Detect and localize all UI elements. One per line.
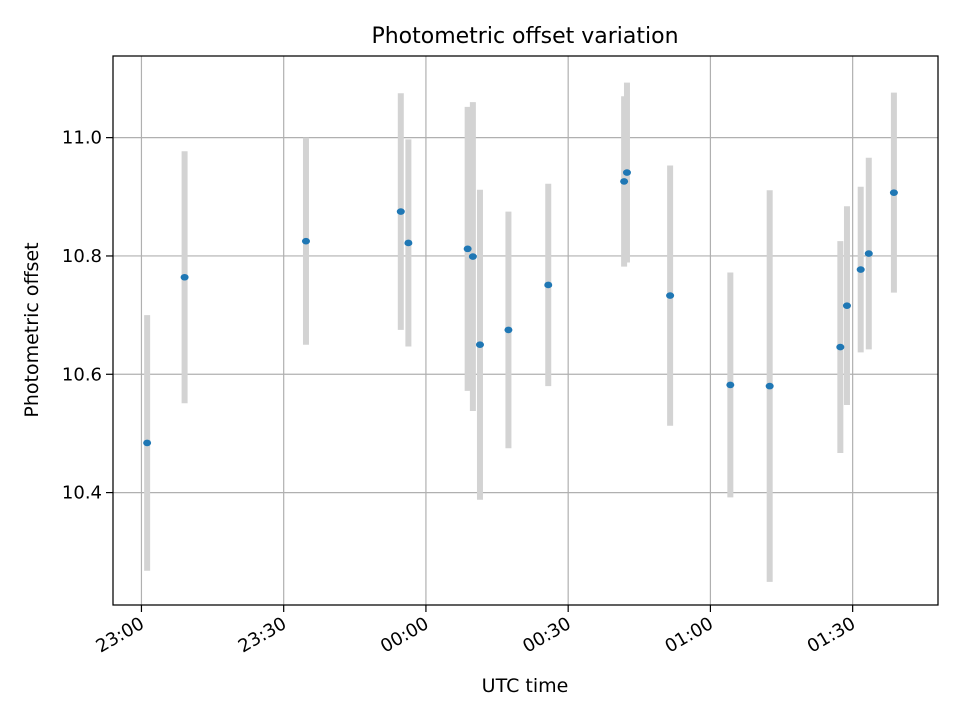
- data-point: [842, 302, 851, 309]
- data-point: [765, 382, 774, 390]
- data-point: [889, 189, 898, 196]
- y-tick-label: 11.0: [62, 128, 102, 149]
- grid: [113, 56, 938, 605]
- error-bars: [144, 82, 897, 582]
- data-point: [404, 239, 413, 247]
- data-point: [544, 281, 553, 289]
- y-tick-label: 10.8: [62, 246, 102, 267]
- data-point: [463, 245, 472, 253]
- data-point: [301, 237, 310, 245]
- data-point: [620, 178, 629, 185]
- x-tick-label: 00:00: [377, 613, 432, 657]
- x-tick-label: 00:30: [519, 613, 574, 657]
- plot-frame: [112, 55, 939, 606]
- x-tick-label: 01:00: [661, 613, 716, 657]
- y-tick-label: 10.6: [62, 364, 102, 385]
- y-axis-ticks: 10.4 10.6 10.8 11.0: [62, 128, 113, 504]
- y-tick-label: 10.4: [62, 483, 102, 504]
- data-point: [856, 266, 865, 273]
- data-points: [143, 169, 898, 447]
- data-point: [504, 326, 513, 334]
- data-point: [180, 273, 189, 281]
- x-tick-label: 01:30: [804, 613, 859, 657]
- x-tick-label: 23:00: [93, 613, 148, 657]
- data-point: [143, 439, 152, 447]
- chart-title: Photometric offset variation: [371, 24, 678, 49]
- data-point: [864, 250, 873, 257]
- data-point: [622, 169, 631, 176]
- data-point: [396, 208, 405, 215]
- data-point: [468, 253, 477, 260]
- x-axis-label: UTC time: [482, 675, 569, 697]
- data-point: [475, 341, 484, 348]
- x-tick-label: 23:30: [235, 613, 290, 657]
- data-point: [666, 292, 675, 299]
- x-axis-ticks: 23:00 23:30 00:00 00:30 01:00 01:30: [93, 605, 859, 657]
- data-point: [726, 381, 735, 389]
- data-point: [836, 343, 845, 351]
- y-axis-label: Photometric offset: [21, 242, 43, 417]
